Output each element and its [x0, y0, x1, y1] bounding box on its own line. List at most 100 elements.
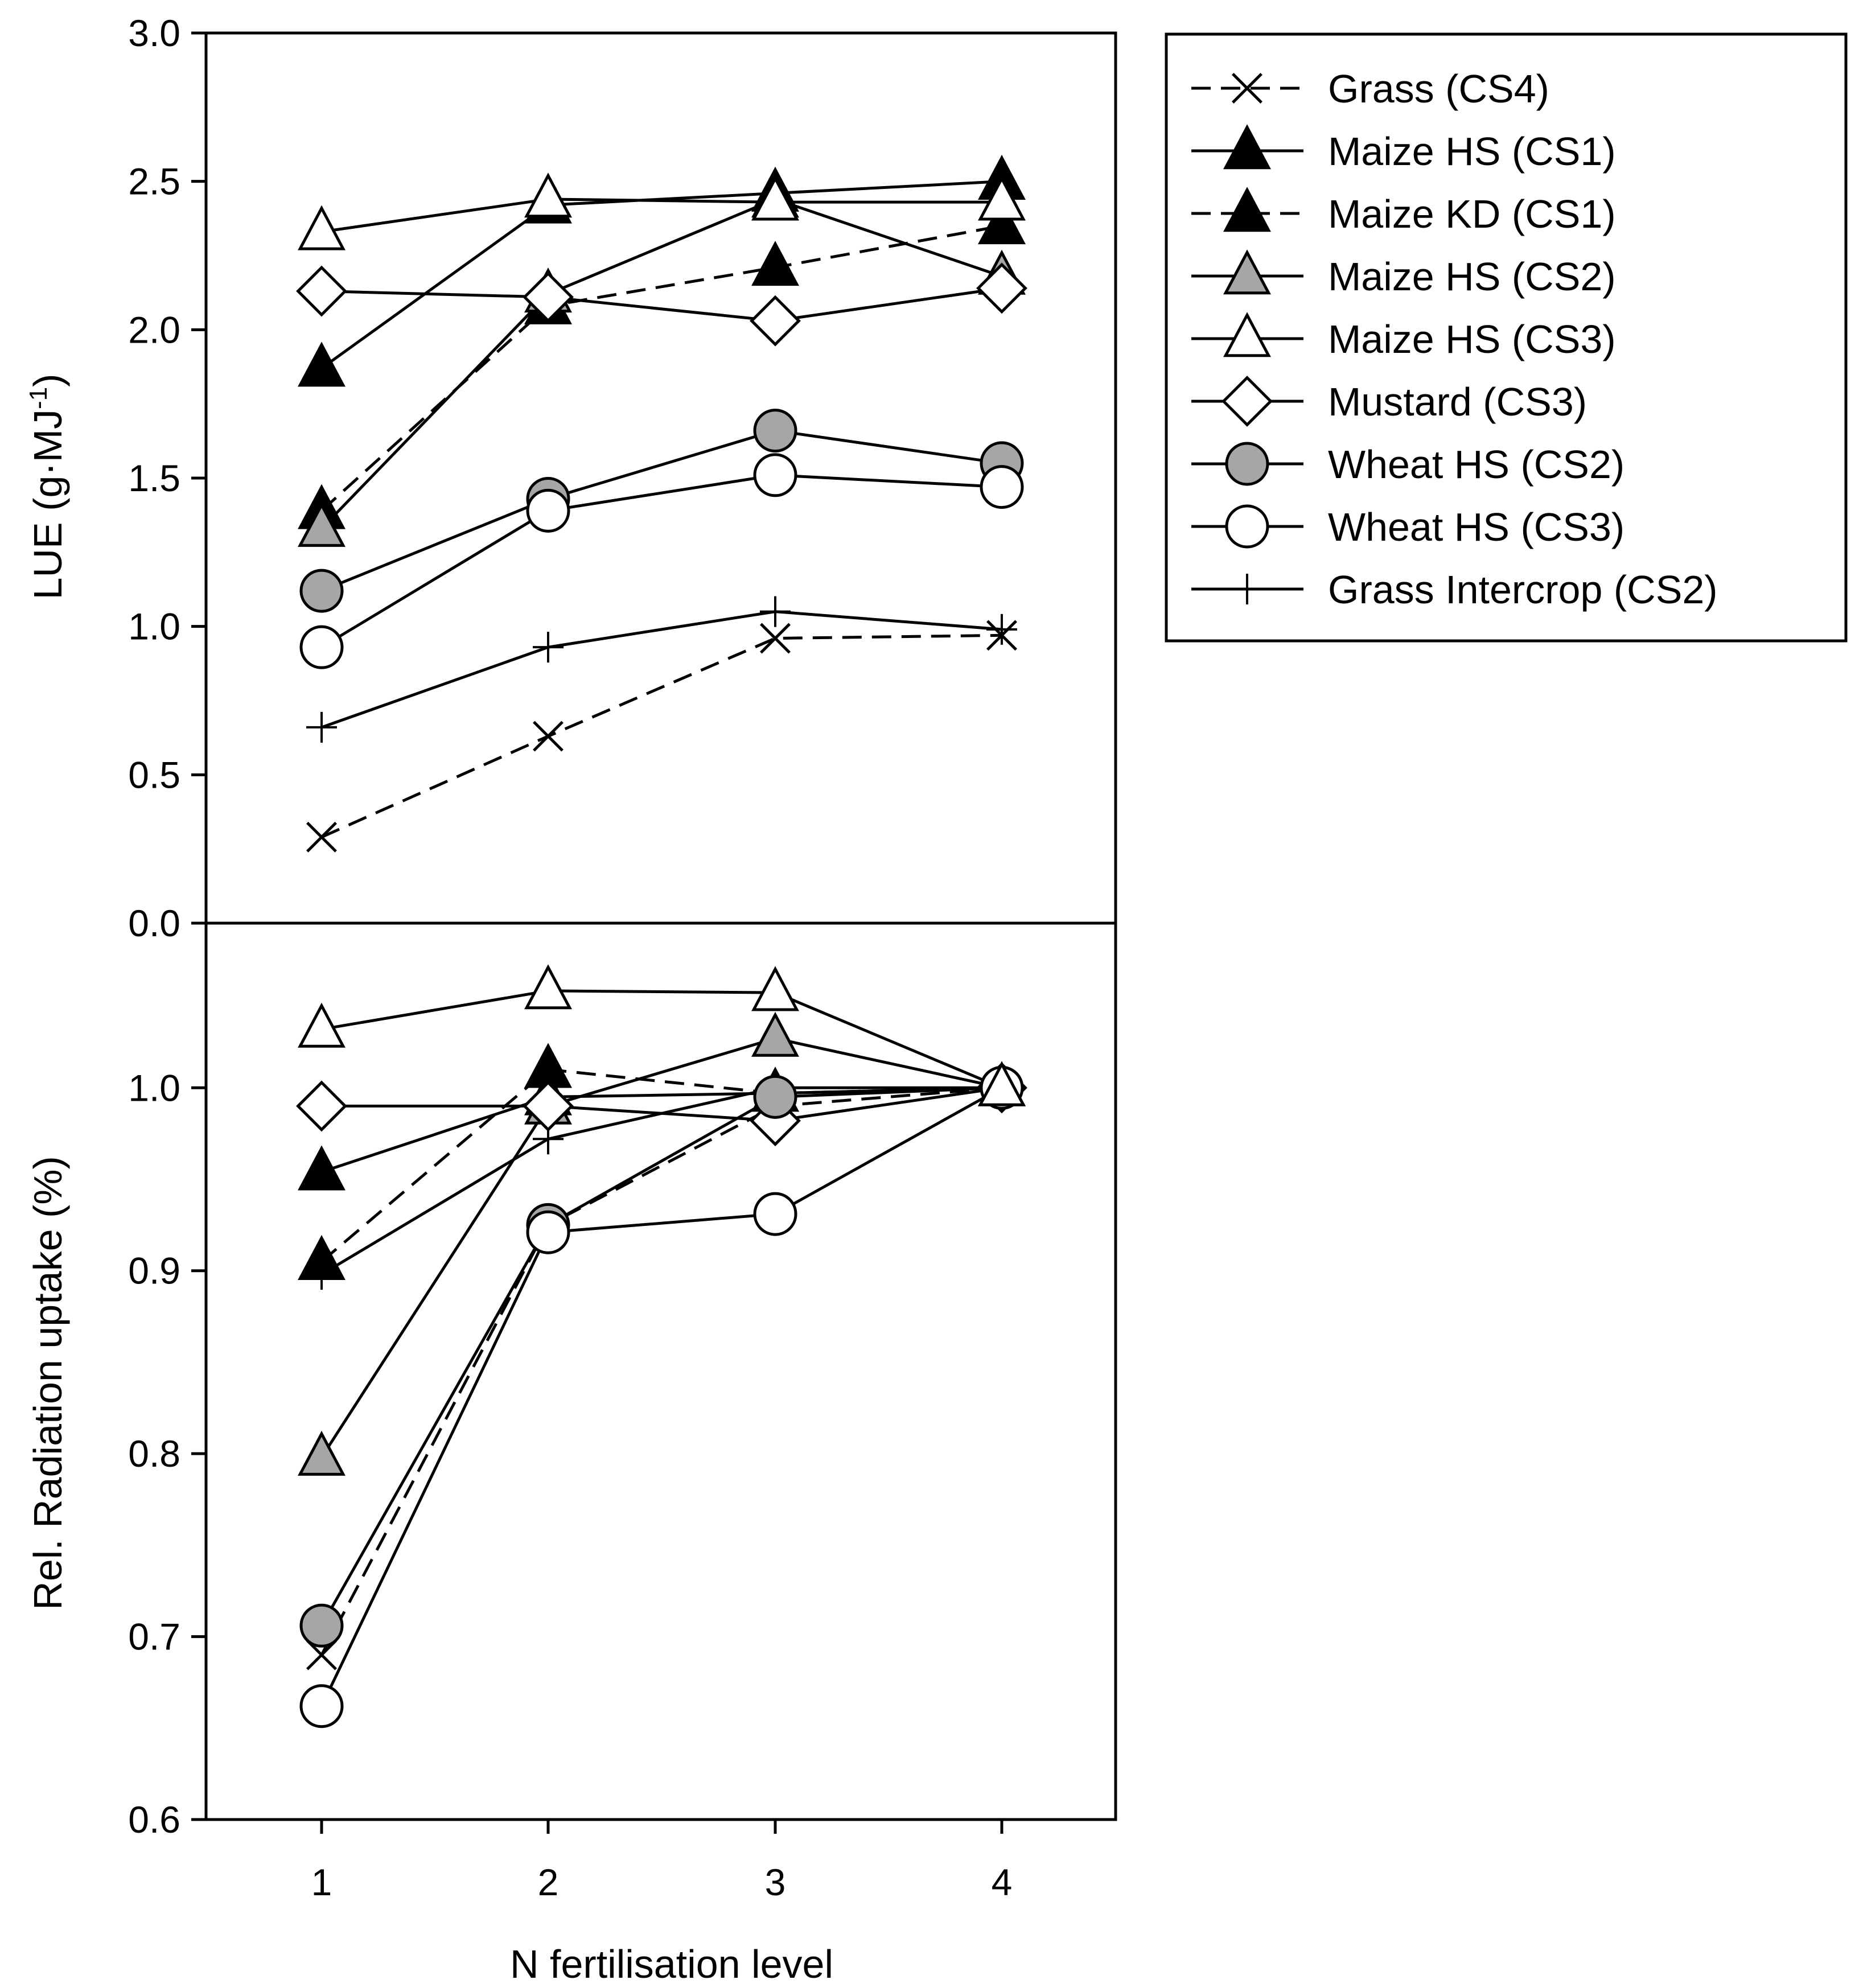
lue-point-maize-hs-cs3 — [751, 175, 799, 221]
radiation-line-maize-hs-cs1 — [321, 1086, 1002, 1174]
radiation-point-wheat-hs-cs3 — [753, 1192, 797, 1236]
lue-point-maize-kd-cs1 — [978, 199, 1026, 245]
legend-label-wheat-hs-cs3: Wheat HS (CS3) — [1328, 505, 1624, 549]
x-tick-label: 1 — [311, 1861, 332, 1903]
radiation-y-tick-label: 0.8 — [128, 1433, 180, 1475]
legend-marker-maize-hs-cs1 — [1223, 124, 1271, 170]
lue-line-maize-hs-cs3 — [321, 197, 1002, 233]
lue-point-grass-intercrop-cs2 — [533, 632, 564, 663]
lue-point-wheat-hs-cs3 — [299, 625, 344, 669]
radiation-y-tick-label: 1.0 — [128, 1067, 180, 1109]
legend-marker-grass-intercrop-cs2 — [1232, 574, 1262, 604]
lue-point-wheat-hs-cs3 — [753, 453, 797, 497]
legend-label-wheat-hs-cs2: Wheat HS (CS2) — [1328, 442, 1624, 487]
lue-point-mustard-cs3 — [750, 295, 801, 347]
lue-point-grass-cs4 — [533, 721, 564, 752]
radiation-point-maize-hs-cs3 — [978, 1061, 1026, 1106]
radiation-line-maize-kd-cs1 — [320, 1068, 1002, 1263]
y-axis-title-lue-main: LUE (g·MJ — [26, 409, 70, 599]
radiation-y-tick-label: 0.9 — [128, 1250, 180, 1292]
series-lines — [320, 180, 1003, 1707]
x-axis-title: N fertilisation level — [510, 1942, 833, 1986]
lue-point-grass-intercrop-cs2 — [760, 596, 791, 627]
lue-point-grass-intercrop-cs2 — [986, 614, 1017, 645]
radiation-line-maize-hs-cs3 — [321, 989, 1002, 1089]
radiation-line-wheat-hs-cs2 — [320, 1086, 1002, 1627]
axis-ticks: 0.0 0.5 1.0 1.5 2.0 2.5 3.0 0.6 0.7 0.8 0.9 1.0 1 2 3 4 — [128, 12, 1012, 1903]
lue-line-maize-kd-cs1 — [320, 224, 1002, 512]
y-axis-title-radiation: Rel. Radiation uptake (%) — [26, 1156, 70, 1610]
lue-point-maize-kd-cs1 — [751, 241, 799, 286]
radiation-point-maize-hs-cs3 — [298, 1002, 346, 1048]
radiation-point-maize-hs-cs3 — [524, 964, 572, 1010]
y-axis-title-lue-sup: -1 — [24, 387, 52, 409]
radiation-point-wheat-hs-cs2 — [753, 1075, 797, 1119]
radiation-line-wheat-hs-cs3 — [320, 1086, 1003, 1707]
legend-label-grass-intercrop-cs2: Grass Intercrop (CS2) — [1328, 567, 1718, 612]
legend-label-maize-hs-cs2: Maize HS (CS2) — [1328, 254, 1616, 299]
lue-point-maize-hs-cs3 — [978, 175, 1026, 221]
legend-marker-maize-hs-cs2 — [1223, 249, 1271, 295]
lue-point-maize-hs-cs1 — [298, 341, 346, 387]
lue-point-grass-cs4 — [986, 620, 1017, 651]
lue-point-maize-hs-cs3 — [298, 205, 346, 250]
radiation-line-maize-hs-cs2 — [320, 1036, 1002, 1458]
lue-point-maize-hs-cs2 — [298, 501, 346, 547]
lue-line-maize-hs-cs2 — [320, 197, 1002, 530]
radiation-y-tick-label: 0.7 — [128, 1616, 180, 1658]
legend-marker-wheat-hs-cs3 — [1225, 504, 1269, 549]
lue-point-mustard-cs3 — [296, 265, 347, 317]
lue-point-wheat-hs-cs2 — [753, 409, 797, 453]
y-axis-title-lue-close: ) — [26, 374, 70, 387]
x-tick-label: 2 — [538, 1861, 559, 1903]
x-tick-label: 4 — [992, 1861, 1013, 1903]
plot-border — [204, 31, 1117, 1821]
radiation-point-mustard-cs3 — [296, 1080, 347, 1132]
lue-point-wheat-hs-cs3 — [980, 465, 1024, 509]
radiation-point-wheat-hs-cs3 — [526, 1210, 570, 1254]
y-axis-title-lue: LUE (g·MJ-1) — [24, 374, 70, 600]
lue-point-grass-intercrop-cs2 — [306, 711, 337, 743]
lue-point-maize-hs-cs3 — [524, 172, 572, 218]
legend-marker-mustard-cs3 — [1221, 376, 1273, 427]
radiation-point-maize-hs-cs2 — [298, 1430, 346, 1476]
legend-marker-grass-cs4 — [1232, 73, 1262, 104]
lue-line-grass-intercrop-cs2 — [321, 610, 1002, 729]
lue-line-wheat-hs-cs2 — [321, 429, 1002, 592]
plot-frame — [204, 31, 1117, 1821]
radiation-line-grass-intercrop-cs2 — [320, 1086, 1002, 1276]
legend-label-mustard-cs3: Mustard (CS3) — [1328, 380, 1587, 424]
lue-y-tick-label: 0.0 — [128, 902, 180, 944]
lue-y-tick-label: 3.0 — [128, 12, 180, 54]
radiation-point-maize-hs-cs2 — [751, 1011, 799, 1057]
legend-marker-wheat-hs-cs2 — [1225, 442, 1269, 486]
legend-label-maize-hs-cs3: Maize HS (CS3) — [1328, 317, 1616, 361]
lue-y-tick-label: 0.5 — [128, 754, 180, 796]
lue-point-mustard-cs3 — [523, 271, 574, 323]
lue-line-grass-cs4 — [320, 633, 1002, 839]
lue-point-wheat-hs-cs2 — [299, 569, 344, 613]
series-markers — [296, 154, 1027, 1728]
lue-point-grass-cs4 — [760, 623, 791, 654]
lue-y-tick-label: 2.5 — [128, 160, 180, 203]
legend-label-grass-cs4: Grass (CS4) — [1328, 67, 1549, 111]
lue-y-tick-label: 1.5 — [128, 457, 180, 499]
lue-line-wheat-hs-cs3 — [320, 474, 1002, 649]
legend-label-maize-hs-cs1: Maize HS (CS1) — [1328, 129, 1616, 174]
radiation-point-wheat-hs-cs2 — [299, 1603, 344, 1648]
legend-label-maize-kd-cs1: Maize KD (CS1) — [1328, 192, 1616, 236]
lue-point-wheat-hs-cs3 — [526, 488, 570, 533]
radiation-point-mustard-cs3 — [523, 1080, 574, 1132]
lue-point-mustard-cs3 — [976, 262, 1027, 314]
legend-marker-maize-kd-cs1 — [1223, 187, 1271, 232]
radiation-point-maize-kd-cs1 — [298, 1234, 346, 1280]
lue-y-tick-label: 1.0 — [128, 606, 180, 648]
legend-marker-maize-hs-cs3 — [1223, 312, 1271, 357]
lue-line-mustard-cs3 — [321, 286, 1002, 323]
legend: Grass (CS4) Maize HS (CS1) Maize KD (CS1) M… — [1165, 32, 1848, 643]
lue-y-tick-label: 2.0 — [128, 308, 180, 351]
radiation-line-mustard-cs3 — [322, 1086, 1002, 1122]
x-tick-label: 3 — [765, 1861, 786, 1903]
radiation-point-maize-hs-cs1 — [298, 1145, 346, 1191]
